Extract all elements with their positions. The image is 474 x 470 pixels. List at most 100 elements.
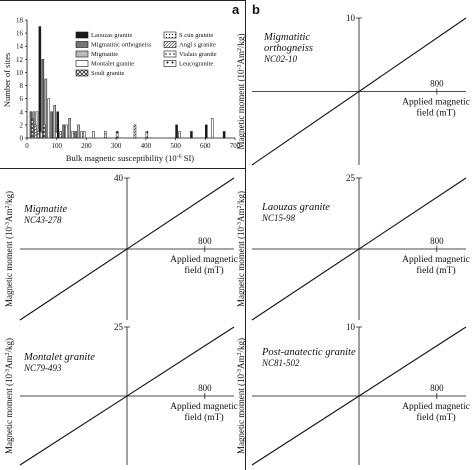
y-axis-label: Magnetic moment (10-3Am2/kg) <box>236 34 246 150</box>
sample-id: NC81-502 <box>261 358 300 368</box>
hist-bar <box>41 59 45 139</box>
hist-ytick-label: 10 <box>16 69 24 77</box>
legend-swatch <box>75 31 89 39</box>
y-axis-label-part: Am <box>4 209 14 223</box>
x-tick-label: 800 <box>430 79 444 89</box>
hist-xlabel-main: Bulk magnetic susceptibility (10 <box>66 153 177 163</box>
x-axis-label: field (mT) <box>184 265 223 276</box>
legend-label: Laouzas granite <box>91 32 132 39</box>
hist-bar <box>190 131 193 139</box>
y-axis-label-part: Magnetic moment (10 <box>236 374 246 454</box>
y-axis-label-part: -3 <box>5 222 11 227</box>
hist-bar <box>77 124 80 139</box>
hist-bar <box>175 124 178 139</box>
y-axis-label-part: Magnetic moment (10 <box>4 227 14 307</box>
y-tick-label: 10 <box>346 13 356 23</box>
x-tick-label: 800 <box>198 383 212 393</box>
hist-xtick-label: 700 <box>230 142 241 150</box>
y-axis-label-part: /kg) <box>236 191 246 206</box>
legend-swatch <box>75 50 89 58</box>
hist-bar <box>59 131 62 139</box>
legend-swatch <box>163 60 177 67</box>
hist-ytick-label: 6 <box>20 95 24 103</box>
hist-bar <box>38 26 42 139</box>
legend-label: Angl s granite <box>179 42 216 49</box>
magnetization-line <box>19 326 235 466</box>
hist-ytick-label: 12 <box>16 56 24 64</box>
hist-xlabel-tail: SI) <box>182 153 195 163</box>
y-axis-label-part: -3 <box>5 369 11 374</box>
x-axis-label: Applied magnetic <box>402 402 470 412</box>
hist-y-ticks: 0 2 4 6 8 10 12 14 16 18 <box>16 17 27 143</box>
hist-bar <box>133 124 137 139</box>
magnetization-line <box>19 177 235 321</box>
panel-title: Migmatite <box>23 204 67 215</box>
y-axis-label: Magnetic moment (10-3Am2/kg) <box>4 191 14 307</box>
hist-xtick-label: 0 <box>25 142 29 150</box>
hist-ytick-label: 0 <box>20 135 24 143</box>
y-axis-label-part: 2 <box>5 206 11 209</box>
y-axis-label-part: -3 <box>237 222 243 227</box>
x-axis-label: field (mT) <box>416 265 455 276</box>
panel-label-a: a <box>232 2 240 17</box>
legend-label: Migmatitic orthogneiss <box>91 42 152 49</box>
legend-swatch <box>163 41 177 48</box>
hist-bar <box>80 131 83 139</box>
legend-label: Souli granite <box>91 70 125 77</box>
magnetization-line <box>251 326 467 466</box>
y-axis-label-part: /kg) <box>4 191 14 206</box>
hist-bar <box>37 131 40 139</box>
x-axis-label: field (mT) <box>416 412 455 423</box>
x-axis-label: Applied magnetic <box>402 255 470 265</box>
x-axis-label: Applied magnetic <box>170 402 238 412</box>
hist-bars <box>29 26 226 139</box>
hist-bar <box>43 124 46 139</box>
x-tick-label: 800 <box>198 236 212 246</box>
hist-xlabel-exp: -6 <box>177 154 182 160</box>
hist-xtick-label: 200 <box>81 142 92 150</box>
hist-bar <box>68 118 71 139</box>
sample-id: NC43-278 <box>23 215 62 225</box>
y-axis-label-part: Magnetic moment (10 <box>236 227 246 307</box>
panel-title: Post-anatectic granite <box>261 347 356 358</box>
y-axis-label: Magnetic moment (10-3Am2/kg) <box>236 191 246 307</box>
legend-swatch <box>75 69 89 77</box>
y-tick-label: 25 <box>114 322 124 332</box>
legend-label: Migmatite <box>91 51 118 58</box>
hist-bar <box>71 131 74 139</box>
x-axis-label: field (mT) <box>416 108 455 119</box>
hist-xtick-label: 300 <box>111 142 122 150</box>
y-axis-label-part: Am <box>236 51 246 65</box>
y-axis-label-part: 2 <box>237 353 243 356</box>
hist-xtick-label: 400 <box>141 142 152 150</box>
hist-bar <box>178 131 181 139</box>
hist-bar <box>54 131 58 139</box>
hist-bar <box>83 131 86 139</box>
y-axis-label-part: -3 <box>237 65 243 70</box>
sample-id: NC02-10 <box>263 54 298 64</box>
y-axis-label-part: /kg) <box>236 34 246 49</box>
magnetization-line <box>251 17 467 166</box>
hist-bar <box>205 124 208 139</box>
legend-swatch <box>163 31 177 39</box>
x-axis-label: Applied magnetic <box>170 255 238 265</box>
y-axis-label-part: 2 <box>237 48 243 51</box>
hist-bar <box>50 111 54 139</box>
histogram-panel: 0 2 4 6 8 10 12 14 16 18 0 100 200 300 400 500 600 700 N… <box>2 17 241 164</box>
hist-ytick-label: 18 <box>16 17 24 25</box>
hist-legend: Laouzas granite Migmatitic orthogneiss Mig… <box>75 31 217 77</box>
hist-bar <box>62 124 65 139</box>
y-axis-label-part: 2 <box>237 206 243 209</box>
y-tick-label: 10 <box>346 322 356 332</box>
panel-title: Laouzas granite <box>261 202 330 213</box>
panel-title: Migmatitic <box>263 32 310 43</box>
panel-title: Montalet granite <box>23 352 95 363</box>
hist-ytick-label: 8 <box>20 82 24 90</box>
hist-bar <box>44 78 48 139</box>
magnetization-line <box>251 177 467 321</box>
x-axis-label: field (mT) <box>184 412 223 423</box>
y-axis-label-part: 2 <box>5 353 11 356</box>
panel-title: orthogneiss <box>264 43 313 54</box>
